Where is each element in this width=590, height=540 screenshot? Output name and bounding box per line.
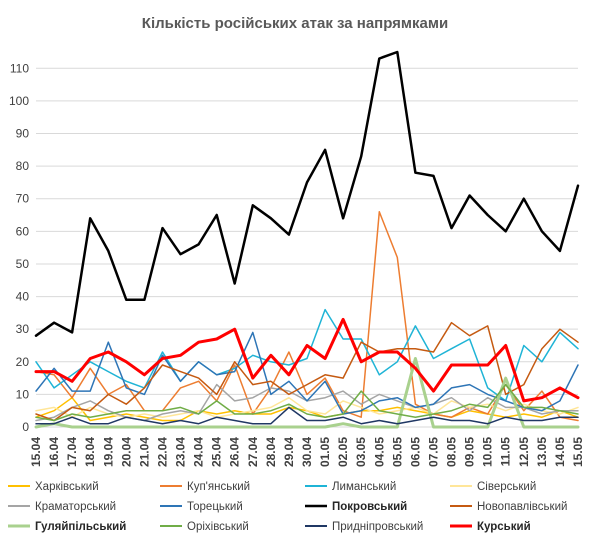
y-tick-label: 100 — [9, 94, 29, 108]
x-tick-label: 08.05 — [445, 437, 459, 467]
x-tick-label: 16.04 — [47, 437, 61, 467]
legend-label: Сіверський — [477, 481, 536, 493]
x-tick-label: 26.04 — [228, 437, 242, 467]
x-tick-label: 02.05 — [336, 437, 350, 467]
x-tick-label: 15.04 — [29, 437, 43, 467]
y-axis-ticks: 0 10 20 30 40 50 60 70 80 90 100 110 — [9, 61, 29, 434]
series-line-11 — [34, 317, 580, 403]
x-tick-label: 11.05 — [499, 437, 513, 467]
x-tick-label: 10.05 — [481, 437, 495, 467]
x-tick-label: 05.05 — [390, 437, 404, 467]
x-tick-label: 22.04 — [155, 437, 169, 467]
legend-label: Лиманський — [332, 481, 396, 493]
x-tick-label: 27.04 — [246, 437, 260, 467]
x-tick-label: 29.04 — [282, 437, 296, 467]
x-tick-label: 18.04 — [83, 437, 97, 467]
legend-label: Придніпровський — [332, 521, 423, 533]
x-tick-label: 09.05 — [463, 437, 477, 467]
x-tick-label: 03.05 — [354, 437, 368, 467]
x-tick-label: 23.04 — [174, 437, 188, 467]
y-tick-label: 70 — [16, 192, 30, 206]
y-tick-label: 10 — [16, 387, 30, 401]
y-tick-label: 20 — [16, 355, 30, 369]
x-tick-label: 20.04 — [119, 437, 133, 467]
x-tick-label: 06.05 — [408, 437, 422, 467]
y-tick-label: 90 — [16, 127, 30, 141]
series-line-9 — [35, 383, 579, 422]
y-tick-label: 80 — [16, 159, 30, 173]
series-lines — [34, 50, 580, 429]
legend-label: Краматорський — [35, 501, 116, 513]
x-tick-label: 17.04 — [65, 437, 79, 467]
x-tick-label: 07.05 — [426, 437, 440, 467]
series-line-7 — [35, 321, 579, 422]
legend-label: Покровський — [332, 501, 407, 513]
series-line-10 — [35, 406, 579, 425]
x-tick-label: 30.04 — [300, 437, 314, 467]
gridlines — [36, 67, 578, 428]
series-line-2 — [35, 308, 579, 402]
series-line-8 — [34, 357, 580, 429]
x-tick-label: 19.04 — [101, 437, 115, 467]
legend-label: Оріхівський — [187, 521, 249, 533]
legend-label: Куп'янський — [187, 481, 250, 493]
series-line-6 — [34, 50, 580, 337]
x-tick-label: 21.04 — [137, 437, 151, 467]
y-tick-label: 60 — [16, 224, 30, 238]
series-line-1 — [35, 211, 579, 422]
x-axis-ticks: 15.04 16.04 17.04 18.04 19.04 20.04 21.04 22.04… — [29, 437, 585, 467]
y-tick-label: 40 — [16, 290, 30, 304]
x-tick-label: 13.05 — [535, 437, 549, 467]
legend-label: Гуляйпільський — [35, 521, 126, 533]
x-tick-label: 25.04 — [210, 437, 224, 467]
x-tick-label: 15.05 — [571, 437, 585, 467]
legend-label: Харківський — [35, 481, 99, 493]
x-tick-label: 28.04 — [264, 437, 278, 467]
x-tick-label: 24.04 — [192, 437, 206, 467]
x-tick-label: 04.05 — [372, 437, 386, 467]
legend-label: Новопавлівський — [477, 501, 567, 513]
x-tick-label: 12.05 — [517, 437, 531, 467]
y-tick-label: 110 — [10, 61, 29, 75]
legend: Харківський Куп'янський Лиманський Сіверськ… — [8, 481, 567, 533]
legend-label: Курський — [477, 521, 531, 533]
y-tick-label: 0 — [22, 420, 29, 434]
x-tick-label: 14.05 — [553, 437, 567, 467]
y-tick-label: 50 — [16, 257, 30, 271]
x-tick-label: 01.05 — [318, 437, 332, 467]
y-tick-label: 30 — [16, 322, 30, 336]
legend-label: Торецький — [187, 501, 243, 513]
chart-title: Кількість російських атак за напрямками — [142, 15, 448, 32]
series-line-5 — [35, 331, 579, 415]
